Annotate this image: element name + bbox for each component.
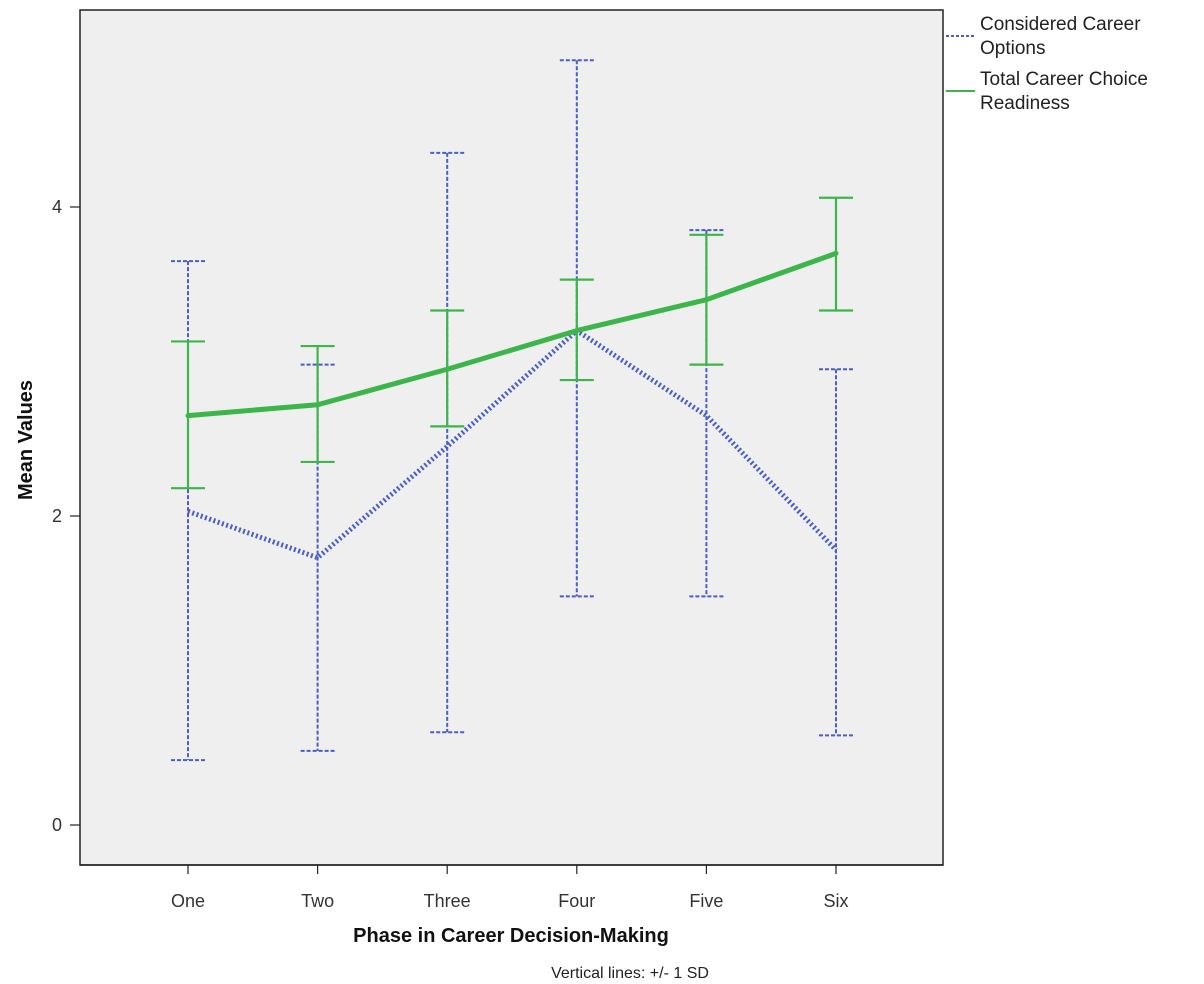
- legend-label-considered-line1: Considered Career: [980, 14, 1141, 35]
- footnote: Vertical lines: +/- 1 SD: [551, 965, 709, 982]
- series-line-1: [185, 250, 839, 419]
- y-tick-label: 2: [52, 506, 62, 526]
- legend-label-considered-line2: Options: [980, 38, 1045, 59]
- y-tick-label: 4: [52, 197, 62, 217]
- series-lines: [185, 250, 839, 561]
- y-tick-label: 0: [52, 815, 62, 835]
- x-tick-label: Three: [424, 891, 471, 911]
- x-axis: One Two Three Four Five Six: [80, 864, 943, 911]
- x-tick-label: Two: [301, 891, 334, 911]
- x-tick-label: One: [171, 891, 205, 911]
- x-tick-label: Five: [689, 891, 723, 911]
- legend: Considered Career Options Total Career C…: [946, 14, 1148, 114]
- x-tick-label: Six: [823, 891, 848, 911]
- x-tick-label: Four: [558, 891, 595, 911]
- y-axis-title: Mean Values: [15, 380, 37, 500]
- legend-label-readiness-line1: Total Career Choice: [980, 69, 1148, 90]
- x-axis-title: Phase in Career Decision-Making: [353, 925, 669, 947]
- legend-label-readiness-line2: Readiness: [980, 93, 1070, 114]
- y-axis: 0 2 4: [52, 197, 80, 835]
- plot-area: [79, 9, 944, 866]
